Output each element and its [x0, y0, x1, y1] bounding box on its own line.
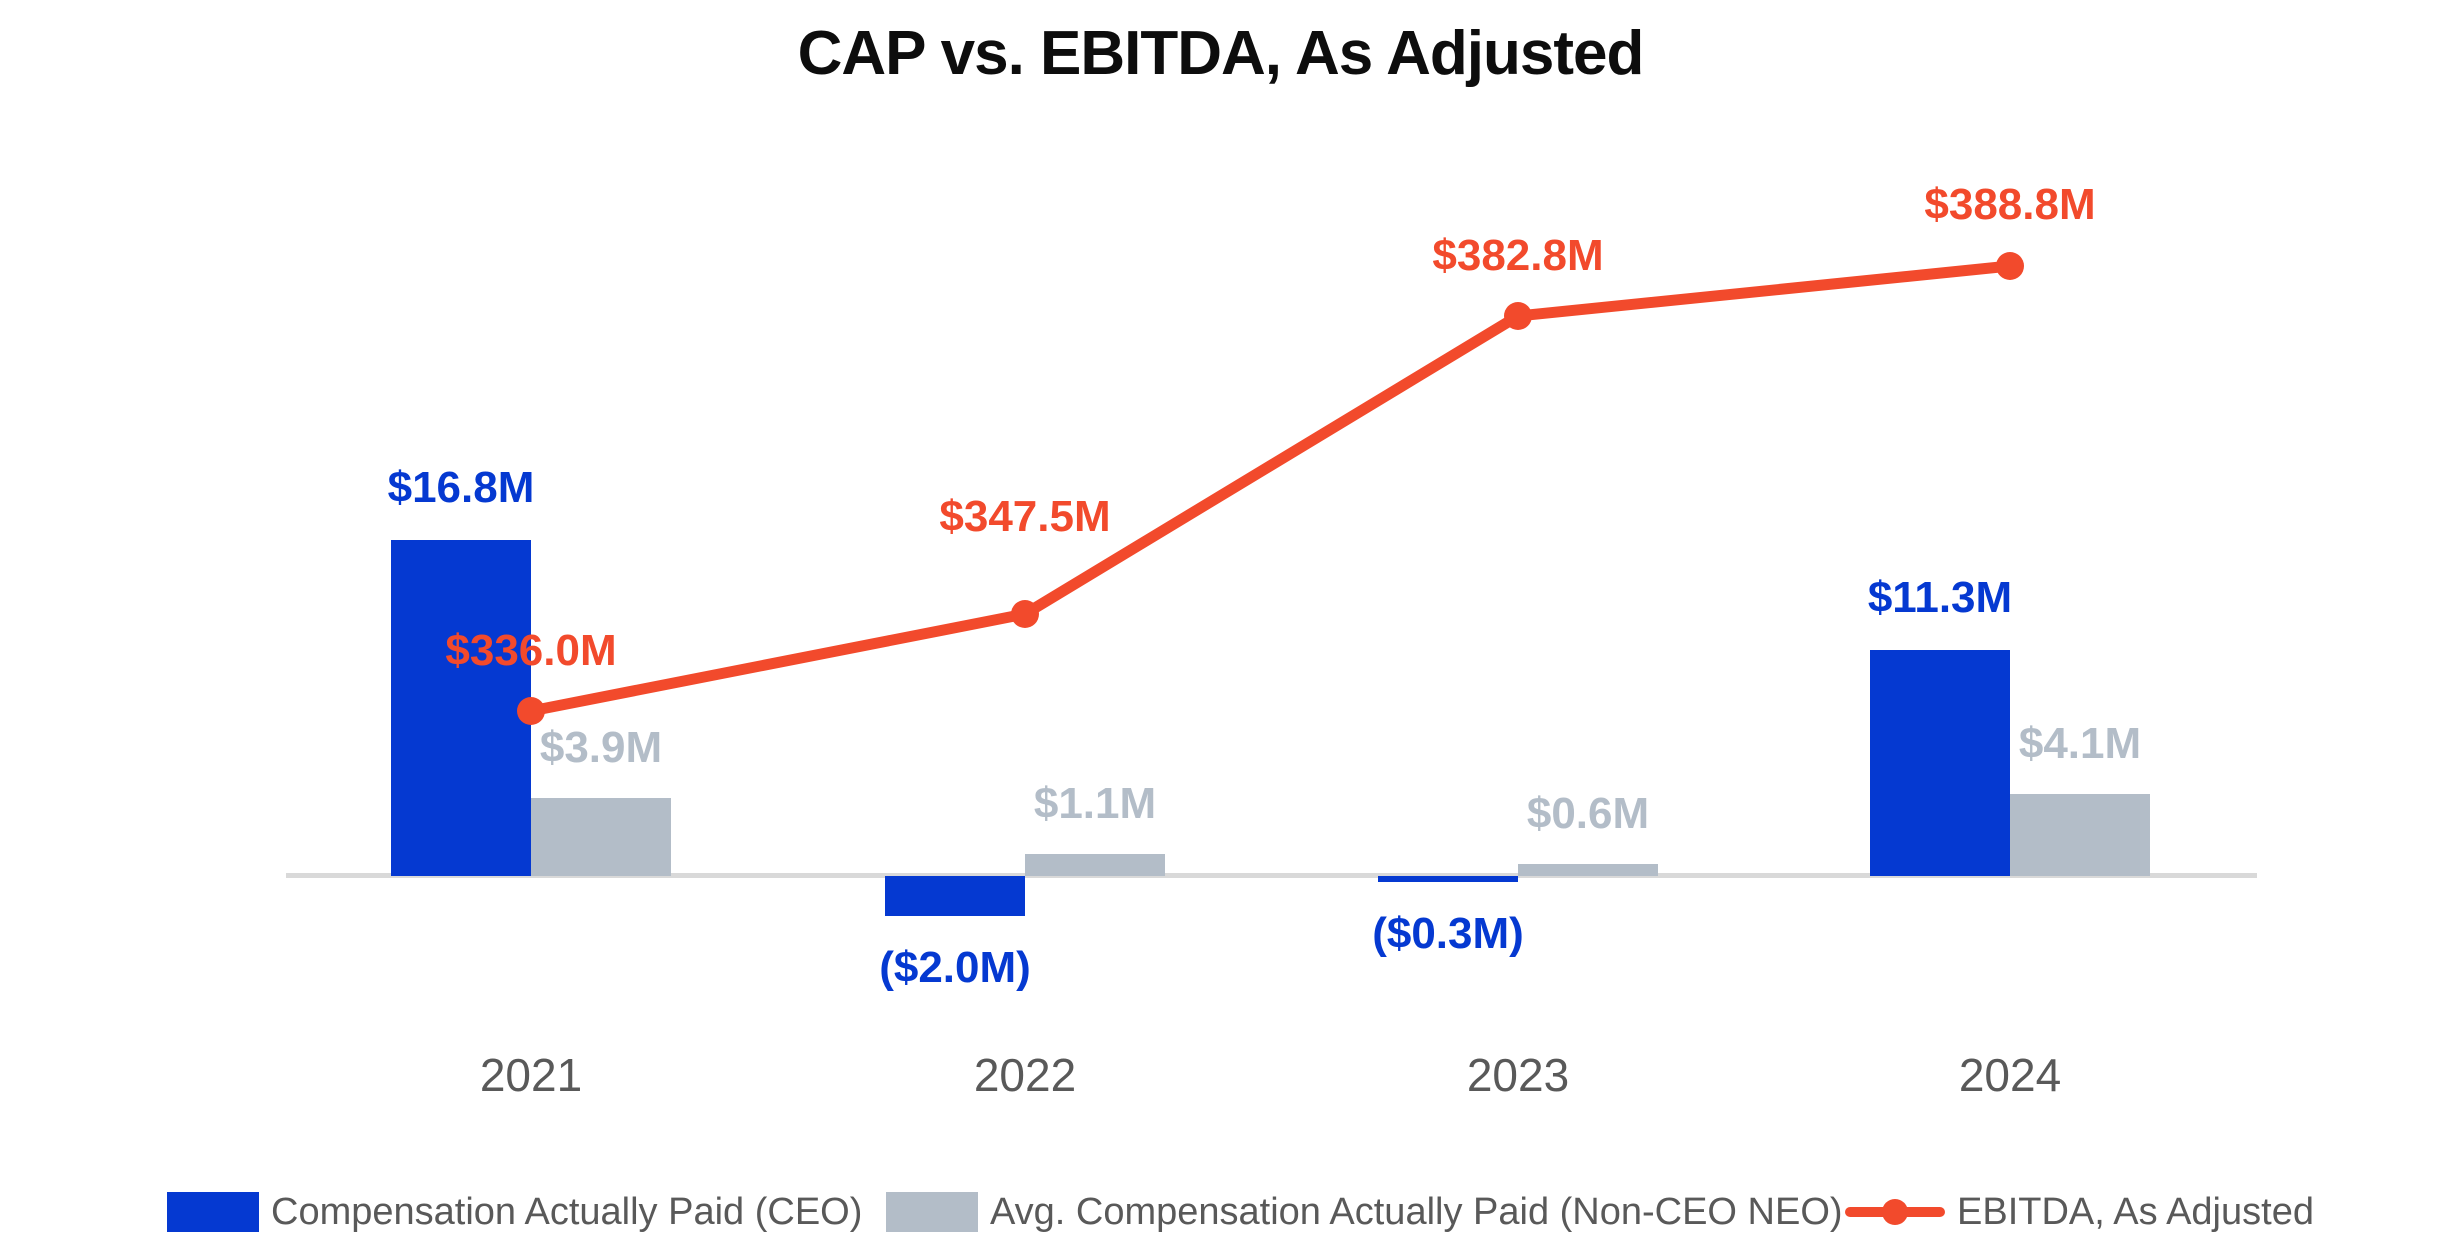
ebitda-line-path: [529, 260, 2011, 717]
ebitda-label-2021: $336.0M: [445, 626, 617, 675]
ceo-cap-bar-2022: [885, 876, 1025, 916]
neo-cap-bar-2021: [531, 798, 671, 876]
neo-cap-label-2022: $1.1M: [1033, 779, 1157, 828]
x-axis-label-2024: 2024: [1958, 1049, 2062, 1101]
ebitda-label-2024: $388.8M: [1924, 180, 2096, 229]
x-axis-label-2023: 2023: [1466, 1049, 1570, 1101]
ceo-cap-bar-2023: [1378, 876, 1518, 882]
neo-cap-label-2021: $3.9M: [539, 723, 663, 772]
ebitda-label-2023: $382.8M: [1432, 231, 1604, 280]
x-axis-label-2022: 2022: [973, 1049, 1077, 1101]
ebitda-marker-2024: [1996, 252, 2024, 280]
ebitda-marker-2021: [517, 697, 545, 725]
ebitda-label-2022: $347.5M: [939, 492, 1111, 541]
neo-cap-label-2024: $4.1M: [2018, 719, 2142, 768]
ceo-cap-label-2022: ($2.0M): [879, 943, 1031, 992]
ceo-cap-bar-2021: [391, 540, 531, 876]
ebitda-marker-2023: [1504, 302, 1532, 330]
x-axis-label-2021: 2021: [479, 1049, 583, 1101]
neo-cap-label-2023: $0.6M: [1526, 789, 1650, 838]
x-axis-line: [286, 873, 2257, 878]
chart-title: CAP vs. EBITDA, As Adjusted: [797, 19, 1645, 88]
ceo-cap-label-2024: $11.3M: [1867, 573, 2013, 622]
ceo-cap-label-2023: ($0.3M): [1372, 909, 1524, 958]
ceo-cap-bar-2024: [1870, 650, 2010, 876]
neo-cap-bar-2022: [1025, 854, 1165, 876]
ebitda-marker-2022: [1011, 600, 1039, 628]
ceo-cap-label-2021: $16.8M: [387, 463, 535, 512]
neo-cap-bar-2023: [1518, 864, 1658, 876]
neo-cap-bar-2024: [2010, 794, 2150, 876]
